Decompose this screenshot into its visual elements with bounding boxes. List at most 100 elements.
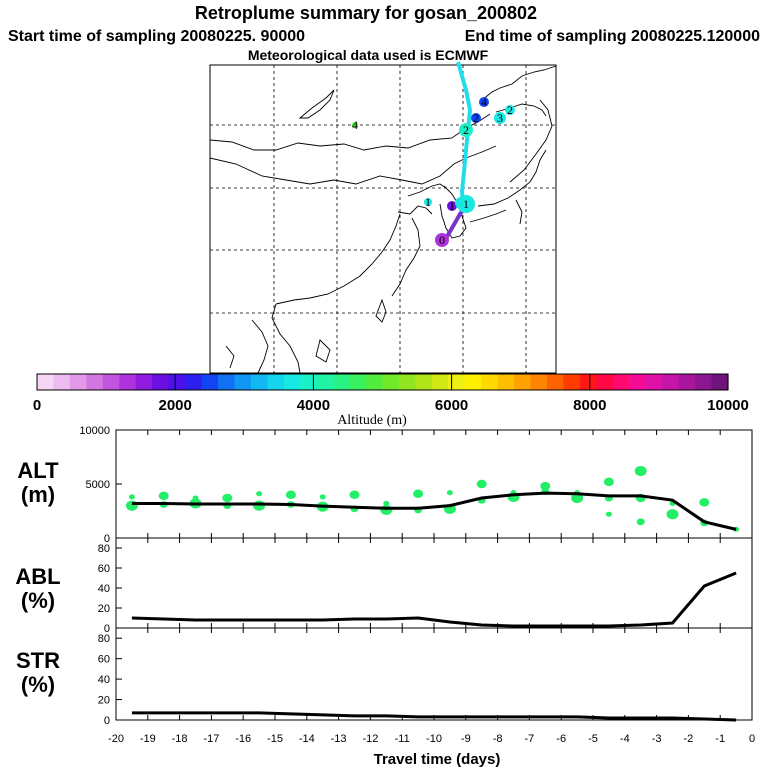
colorbar-swatch: [382, 374, 400, 390]
alt-scatter-point: [380, 504, 393, 516]
map-frame: [209, 64, 557, 374]
alt-scatter-point: [603, 477, 614, 487]
str-y-tick-label: 80: [98, 633, 110, 645]
alt-scatter-point: [158, 491, 169, 501]
colorbar-swatch: [69, 374, 87, 390]
colorbar-swatch: [168, 374, 186, 390]
alt-scatter-point: [285, 490, 296, 500]
colorbar-swatch: [448, 374, 466, 390]
colorbar-swatch: [316, 374, 334, 390]
colorbar-swatch: [53, 374, 71, 390]
trajectory-marker: [459, 123, 473, 137]
trajectory-marker: [447, 201, 457, 211]
x-tick-label: -5: [588, 733, 598, 745]
str-frame: [115, 627, 753, 721]
alt-scatter-point: [605, 511, 612, 517]
str-label: STR: [16, 648, 60, 673]
colorbar-swatch: [152, 374, 170, 390]
colorbar-tick-label: 0: [33, 397, 41, 414]
alt-scatter-point: [540, 481, 551, 491]
colorbar-swatch: [415, 374, 433, 390]
colorbar-tick-label: 2000: [159, 397, 192, 414]
trajectory-marker-label: 4: [481, 95, 487, 109]
trajectory-marker: [479, 97, 489, 107]
x-tick-label: -11: [395, 733, 410, 745]
x-tick-label: -14: [299, 733, 315, 745]
x-tick-label: 0: [749, 733, 755, 745]
x-tick-label: -18: [172, 733, 188, 745]
x-tick-label: -4: [620, 733, 630, 745]
alt-unit-label: (m): [21, 482, 55, 507]
colorbar-swatch: [267, 374, 285, 390]
colorbar-swatch: [185, 374, 203, 390]
trajectory-marker-label: 1: [449, 199, 455, 213]
alt-scatter-point: [666, 509, 679, 520]
abl-unit-label: (%): [21, 588, 55, 613]
abl-label: ABL: [15, 564, 60, 589]
colorbar-swatch: [695, 374, 713, 390]
altitude-colorbar: 0 2000 4000 6000 8000 10000 Altitude (m): [33, 373, 749, 428]
alt-frame: [115, 429, 753, 539]
start-time-label: Start time of sampling 20080225. 90000: [8, 28, 305, 45]
trajectory-marker-label: 0: [439, 233, 445, 247]
x-tick-label: -16: [235, 733, 251, 745]
colorbar-swatch: [234, 374, 252, 390]
alt-y-tick-label: 5000: [86, 479, 110, 491]
colorbar-swatch: [135, 374, 153, 390]
trajectory-marker: [494, 112, 506, 124]
alt-scatter-point: [476, 479, 487, 489]
trajectory-main-line: [456, 61, 473, 205]
str-y-tick-label: 40: [98, 674, 110, 686]
colorbar-title: Altitude (m): [337, 413, 407, 428]
alt-scatter-point: [349, 490, 360, 500]
x-tick-label: -19: [140, 733, 156, 745]
abl-line: [131, 571, 737, 628]
x-tick-label: -10: [426, 733, 442, 745]
trajectory-marker-label: 1: [425, 195, 431, 209]
x-tick-label: -15: [267, 733, 283, 745]
colorbar-swatch: [283, 374, 301, 390]
colorbar-swatch: [333, 374, 351, 390]
x-tick-label: -9: [461, 733, 471, 745]
alt-scatter-point: [413, 489, 424, 498]
colorbar-swatch: [102, 374, 120, 390]
colorbar-swatch: [349, 374, 367, 390]
trajectory-map: 01111222344: [209, 61, 557, 374]
colorbar-swatch: [514, 374, 532, 390]
colorbar-swatch: [547, 374, 565, 390]
alt-scatter-point: [128, 494, 135, 500]
alt-scatter-point: [636, 518, 645, 526]
trajectory-marker-label: 2: [473, 111, 479, 125]
colorbar-tick-label: 4000: [297, 397, 330, 414]
colorbar-swatch: [579, 374, 597, 390]
colorbar-swatches: [37, 374, 729, 390]
trajectory-marker: [435, 233, 449, 247]
x-tick-label: -3: [652, 733, 662, 745]
alt-scatter-point: [699, 498, 710, 507]
colorbar-swatch: [497, 374, 515, 390]
trajectory-marker-label: 1: [463, 197, 469, 211]
str-y-tick-label: 20: [98, 695, 110, 707]
alt-scatter-point: [383, 500, 390, 506]
colorbar-swatch: [678, 374, 696, 390]
alt-y-tick-label: 0: [104, 533, 110, 545]
colorbar-swatch: [563, 374, 581, 390]
x-tick-label: -7: [525, 733, 535, 745]
colorbar-tick-label: 8000: [573, 397, 606, 414]
x-tick-label: -8: [493, 733, 503, 745]
colorbar-swatch: [250, 374, 268, 390]
x-tick-label: -2: [684, 733, 694, 745]
trajectory-marker: [352, 122, 358, 128]
abl-frame: [115, 537, 753, 629]
alt-line: [131, 491, 737, 531]
alt-scatter-point: [571, 492, 584, 504]
x-tick-label: -12: [362, 733, 378, 745]
colorbar-swatch: [481, 374, 499, 390]
colorbar-swatch: [645, 374, 663, 390]
colorbar-swatch: [464, 374, 482, 390]
abl-y-tick-label: 60: [98, 563, 110, 575]
x-tick-label: -13: [331, 733, 347, 745]
trajectory-marker: [457, 195, 475, 213]
alt-label: ALT: [17, 458, 59, 483]
alt-y-tick-label: 10000: [79, 425, 110, 437]
